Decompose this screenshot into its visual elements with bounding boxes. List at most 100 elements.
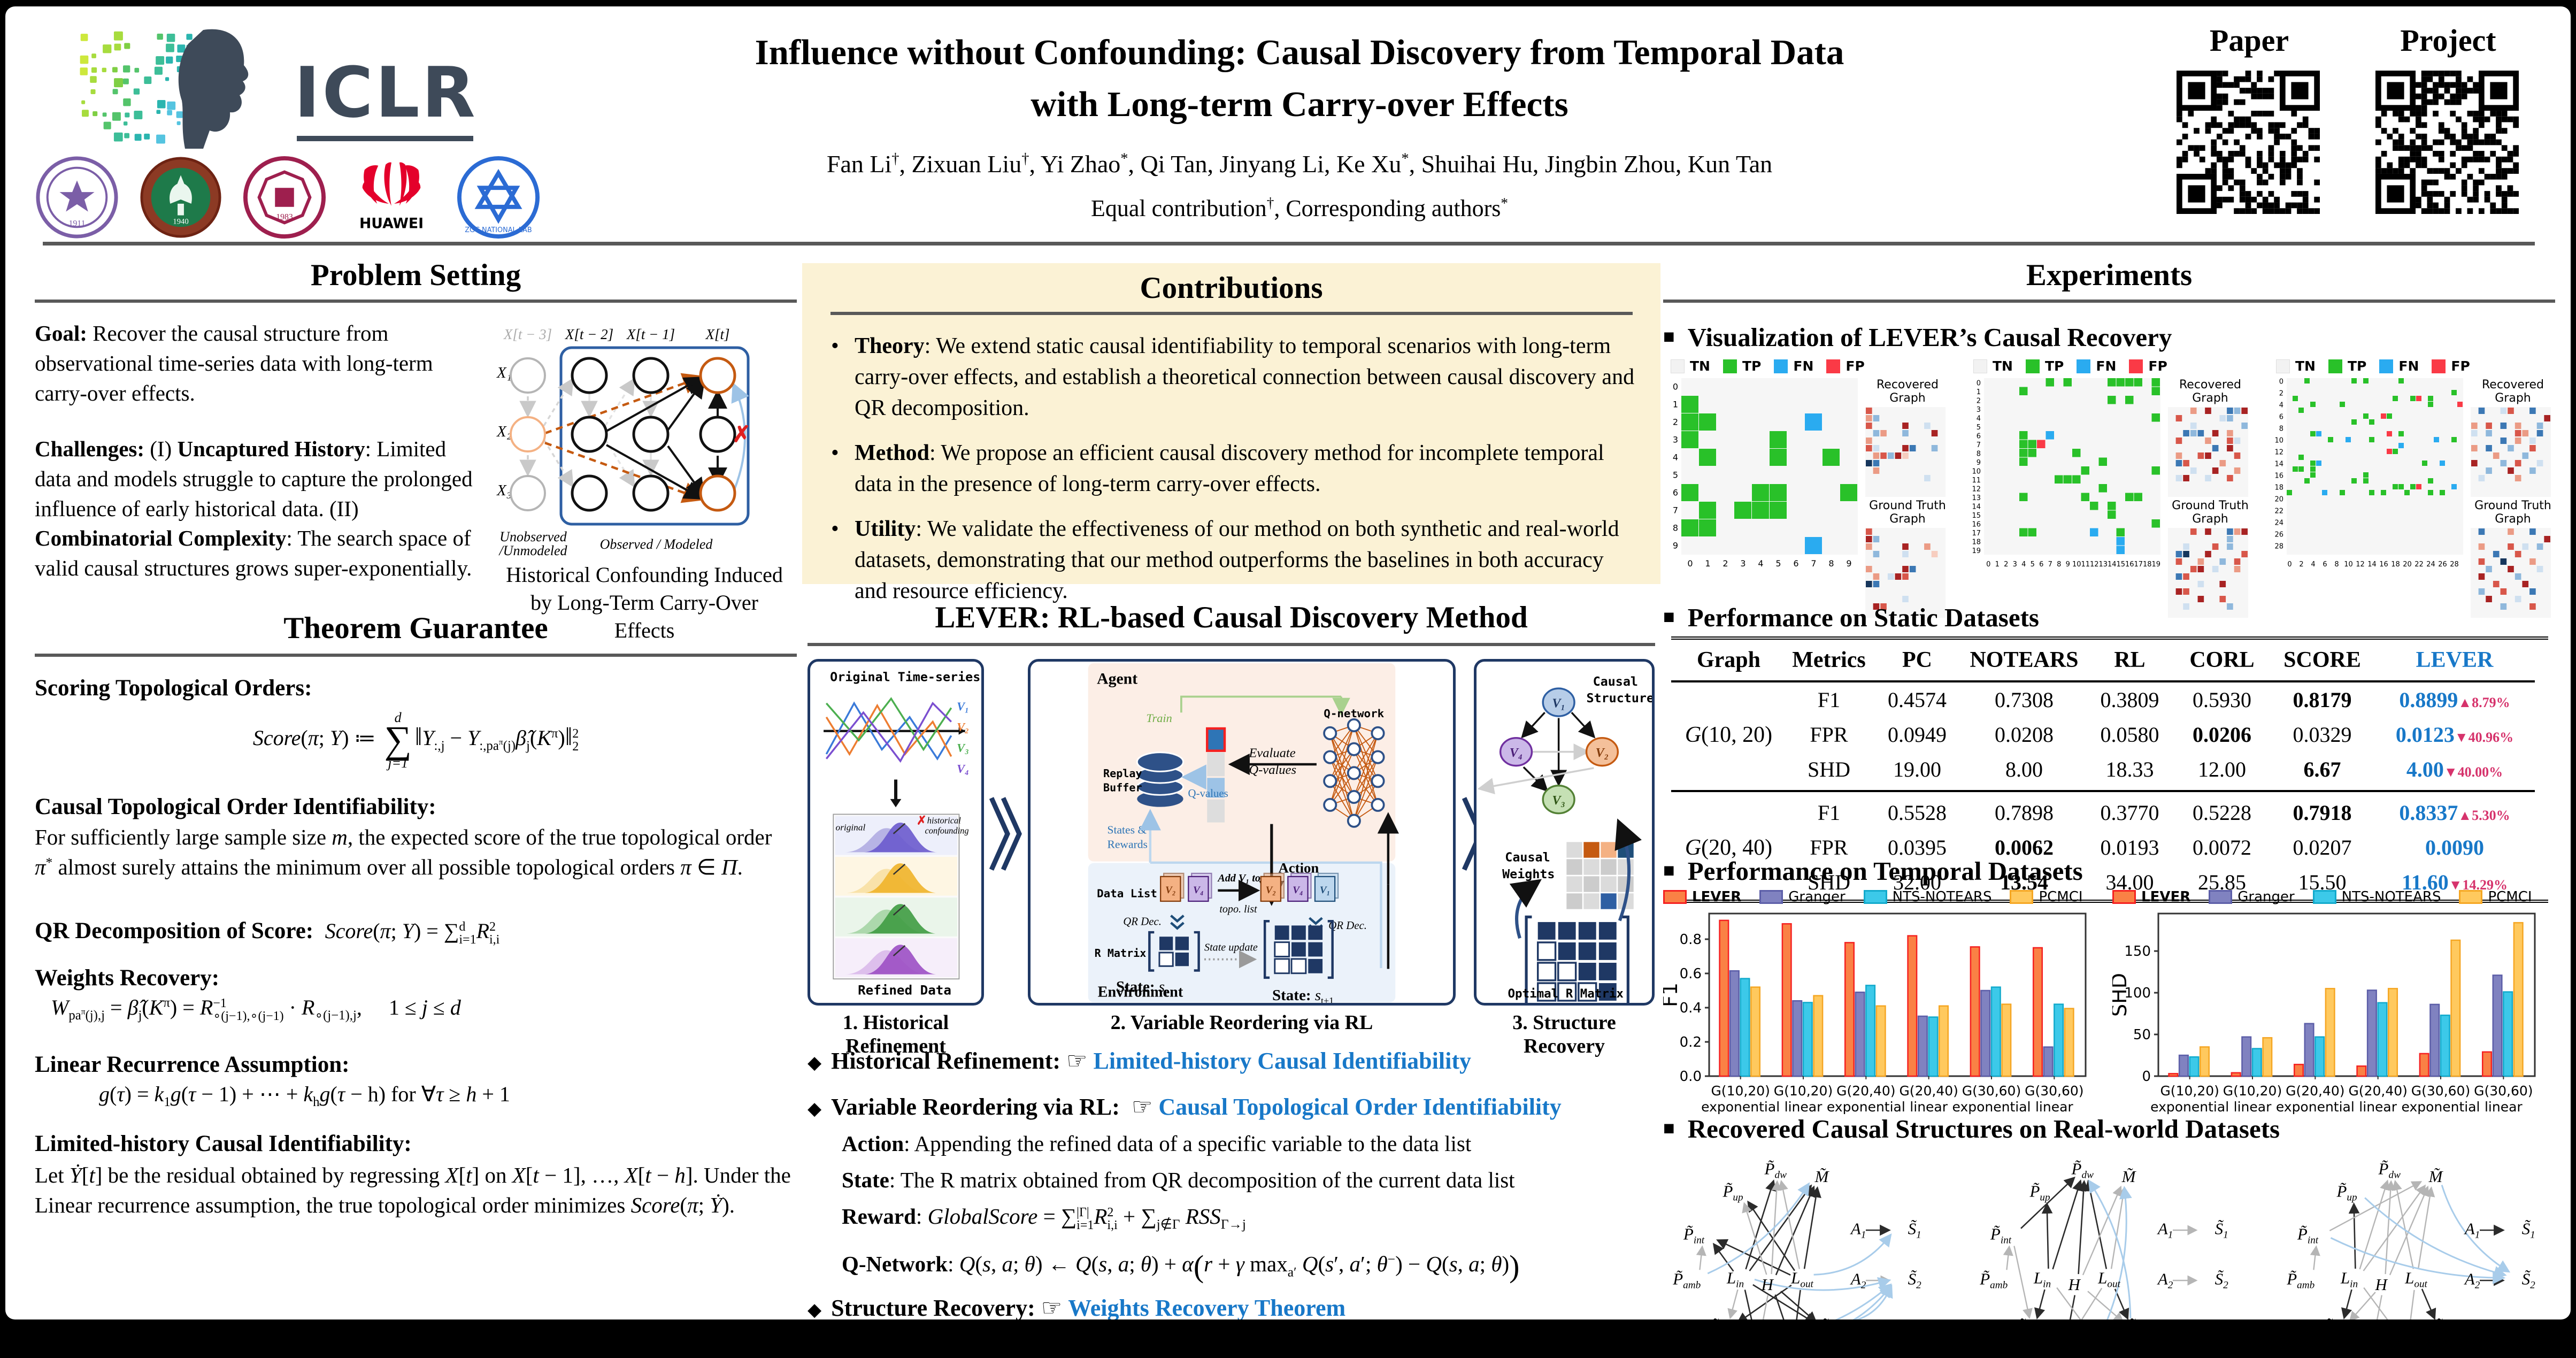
legend-swatch: [2010, 890, 2034, 904]
svg-text:exponential: exponential: [2276, 1099, 2355, 1115]
paper-qr-code: [2177, 71, 2320, 214]
table-graph-label: G(20, 40): [1685, 835, 1773, 860]
iclr-wordmark: ICLR: [294, 52, 478, 133]
panel-historical-refinement: Original Time-series V₁ V₂ V₃ V₄ origina…: [808, 659, 984, 1006]
qr-project-pattern: [2375, 71, 2519, 214]
svg-text:20: 20: [2274, 496, 2283, 504]
table-value: 0.5930: [2193, 688, 2251, 712]
legend-label: NTS-NOTEARS: [2341, 889, 2441, 905]
table-header-corl: CORL: [2189, 648, 2255, 672]
poster: ICLR 1911 1940 1983: [5, 6, 2571, 1319]
svg-text:G(30,60): G(30,60): [1962, 1083, 2021, 1099]
svg-text:22: 22: [2414, 561, 2424, 569]
svg-text:confounding: confounding: [925, 826, 968, 836]
svg-text:0: 0: [1977, 379, 1981, 387]
goal-paragraph: Goal: Recover the causal structure from …: [35, 321, 433, 405]
problem-setting-rule: [35, 300, 797, 303]
table-value: 0.8179: [2293, 688, 2352, 712]
chevron-connector-1-icon: [989, 797, 1022, 871]
svg-text:5: 5: [1775, 558, 1781, 569]
svg-text:0: 0: [2279, 378, 2283, 386]
table-value: 0.3809: [2100, 688, 2159, 712]
svg-text:6: 6: [2039, 561, 2043, 569]
svg-text:Causal: Causal: [1505, 850, 1550, 865]
confusion-matrix: 0 0 2 2 4 4 6 6 8 8 10 10 12 12 14 14 16 16 18 18 20 20 22 22 24…: [2269, 378, 2466, 618]
scoring-label: Scoring Topological Orders:: [35, 676, 312, 701]
svg-text:2: 2: [1723, 558, 1728, 569]
bar-LEVER: [2356, 1065, 2367, 1077]
szu-logo: 1983: [243, 156, 326, 239]
table-metric: SHD: [1807, 870, 1851, 894]
table-value: 0.0208: [1995, 723, 2054, 747]
column-experiments: Experiments ■ Visualization of LEVER’s Ca…: [1658, 254, 2555, 1319]
svg-text:3: 3: [2013, 561, 2017, 569]
weights-recovery-label: Weights Recovery:: [35, 965, 220, 991]
bar-Granger: [2043, 1046, 2054, 1077]
svg-text:5: 5: [2031, 561, 2035, 569]
iclr-pixel-face-icon: [80, 29, 249, 149]
legend-label: PCMCI: [2039, 889, 2083, 905]
svg-text:0: 0: [2142, 1069, 2151, 1085]
bar-NTS-NOTEARS: [1990, 986, 2001, 1077]
svg-text:Refined Data: Refined Data: [858, 983, 951, 998]
svg-text:11: 11: [1972, 477, 1981, 485]
svg-text:ZGC NATIONAL LAB: ZGC NATIONAL LAB: [465, 226, 532, 234]
svg-text:26: 26: [2274, 531, 2283, 539]
legend-item-Granger: Granger: [1759, 889, 1846, 905]
table-header-pc: PC: [1902, 648, 1932, 672]
problem-setting-heading: Problem Setting: [310, 258, 521, 292]
node-Pdw: P̃dw: [2071, 1159, 2094, 1181]
svg-text:16: 16: [1972, 520, 1981, 528]
svg-text:10: 10: [2344, 561, 2353, 569]
node-Cin: C̃in: [2322, 1317, 2341, 1319]
column-problem-theorem: Problem Setting Goal: Recover the causal…: [35, 254, 797, 1319]
node-H: H: [2068, 1275, 2080, 1294]
svg-text:150: 150: [2124, 943, 2151, 960]
svg-text:G(20,40): G(20,40): [2286, 1083, 2344, 1099]
bar-Granger: [1729, 970, 1740, 1077]
bar-PCMCI: [1938, 1005, 1949, 1077]
legend-label-TN: TN: [1690, 358, 1710, 374]
realworld-graph-pcmci: P̃up P̃dw M̃ P̃int A1 S̃1 P̃amb Lin H Lout A2 S̃2 C̃…: [1970, 1146, 2248, 1319]
bar-PCMCI: [2064, 1008, 2074, 1077]
ctoi-label: Causal Topological Order Identifiability…: [35, 794, 436, 819]
legend-label-FP: FP: [1846, 358, 1865, 374]
table-value: 18.33: [2105, 757, 2154, 781]
legend-item-PCMCI: PCMCI: [2459, 889, 2532, 905]
confusion-matrix: 0 0 1 1 2 2 3 3 4 4 5 5 6 6 7 7 8 8 9 9: [1663, 378, 1861, 618]
theorem-guarantee-heading: Theorem Guarantee: [283, 611, 548, 645]
linear-recurrence-label: Linear Recurrence Assumption:: [35, 1052, 350, 1077]
legend-swatch: [1663, 890, 1687, 904]
svg-text:G(20,40): G(20,40): [2348, 1083, 2407, 1099]
svg-text:1: 1: [1977, 388, 1981, 396]
svg-text:exponential: exponential: [2402, 1099, 2480, 1115]
bar-Granger: [2492, 975, 2503, 1077]
svg-text:15: 15: [2116, 561, 2125, 569]
svg-text:3: 3: [1740, 558, 1745, 569]
svg-text:26: 26: [2438, 561, 2447, 569]
svg-text:linear: linear: [2234, 1099, 2272, 1115]
node-M: M̃: [1814, 1167, 1829, 1186]
svg-text:8: 8: [1977, 450, 1981, 458]
bar-LEVER: [1970, 946, 1980, 1077]
table-value: 6.67: [2303, 757, 2341, 781]
svg-text:topo. list: topo. list: [1219, 903, 1257, 915]
bar-LEVER: [2481, 1051, 2493, 1077]
experiments-heading: Experiments: [2026, 258, 2193, 292]
heatmap-group-3: TN TP FN FP 0 0 2 2 4 4 6 6 8 8 10 10 12 12 14 14 16 16 18 18 20…: [2269, 358, 2555, 618]
graph-svg-nts: [2310, 1179, 2511, 1319]
svg-text:Original Time-series: Original Time-series: [830, 669, 980, 684]
svg-text:States &: States &: [1107, 823, 1147, 836]
svg-text:G(10,20): G(10,20): [2160, 1083, 2219, 1099]
svg-text:1911: 1911: [68, 219, 85, 228]
svg-text:✗: ✗: [917, 814, 927, 827]
svg-text:14: 14: [1972, 503, 1981, 511]
bit-logo: 1940: [140, 157, 221, 238]
legend-swatch-TP: [1723, 359, 1737, 373]
node-Cout: C̃out: [1818, 1317, 1842, 1319]
mini-graphs: Recovered Graph Ground Truth Graph: [2168, 378, 2252, 618]
table-value: 0.5528: [1888, 801, 1947, 825]
svg-text:QR Dec.: QR Dec.: [1328, 919, 1367, 932]
svg-text:V₁: V₁: [957, 700, 969, 713]
legend-swatch: [2209, 890, 2233, 904]
